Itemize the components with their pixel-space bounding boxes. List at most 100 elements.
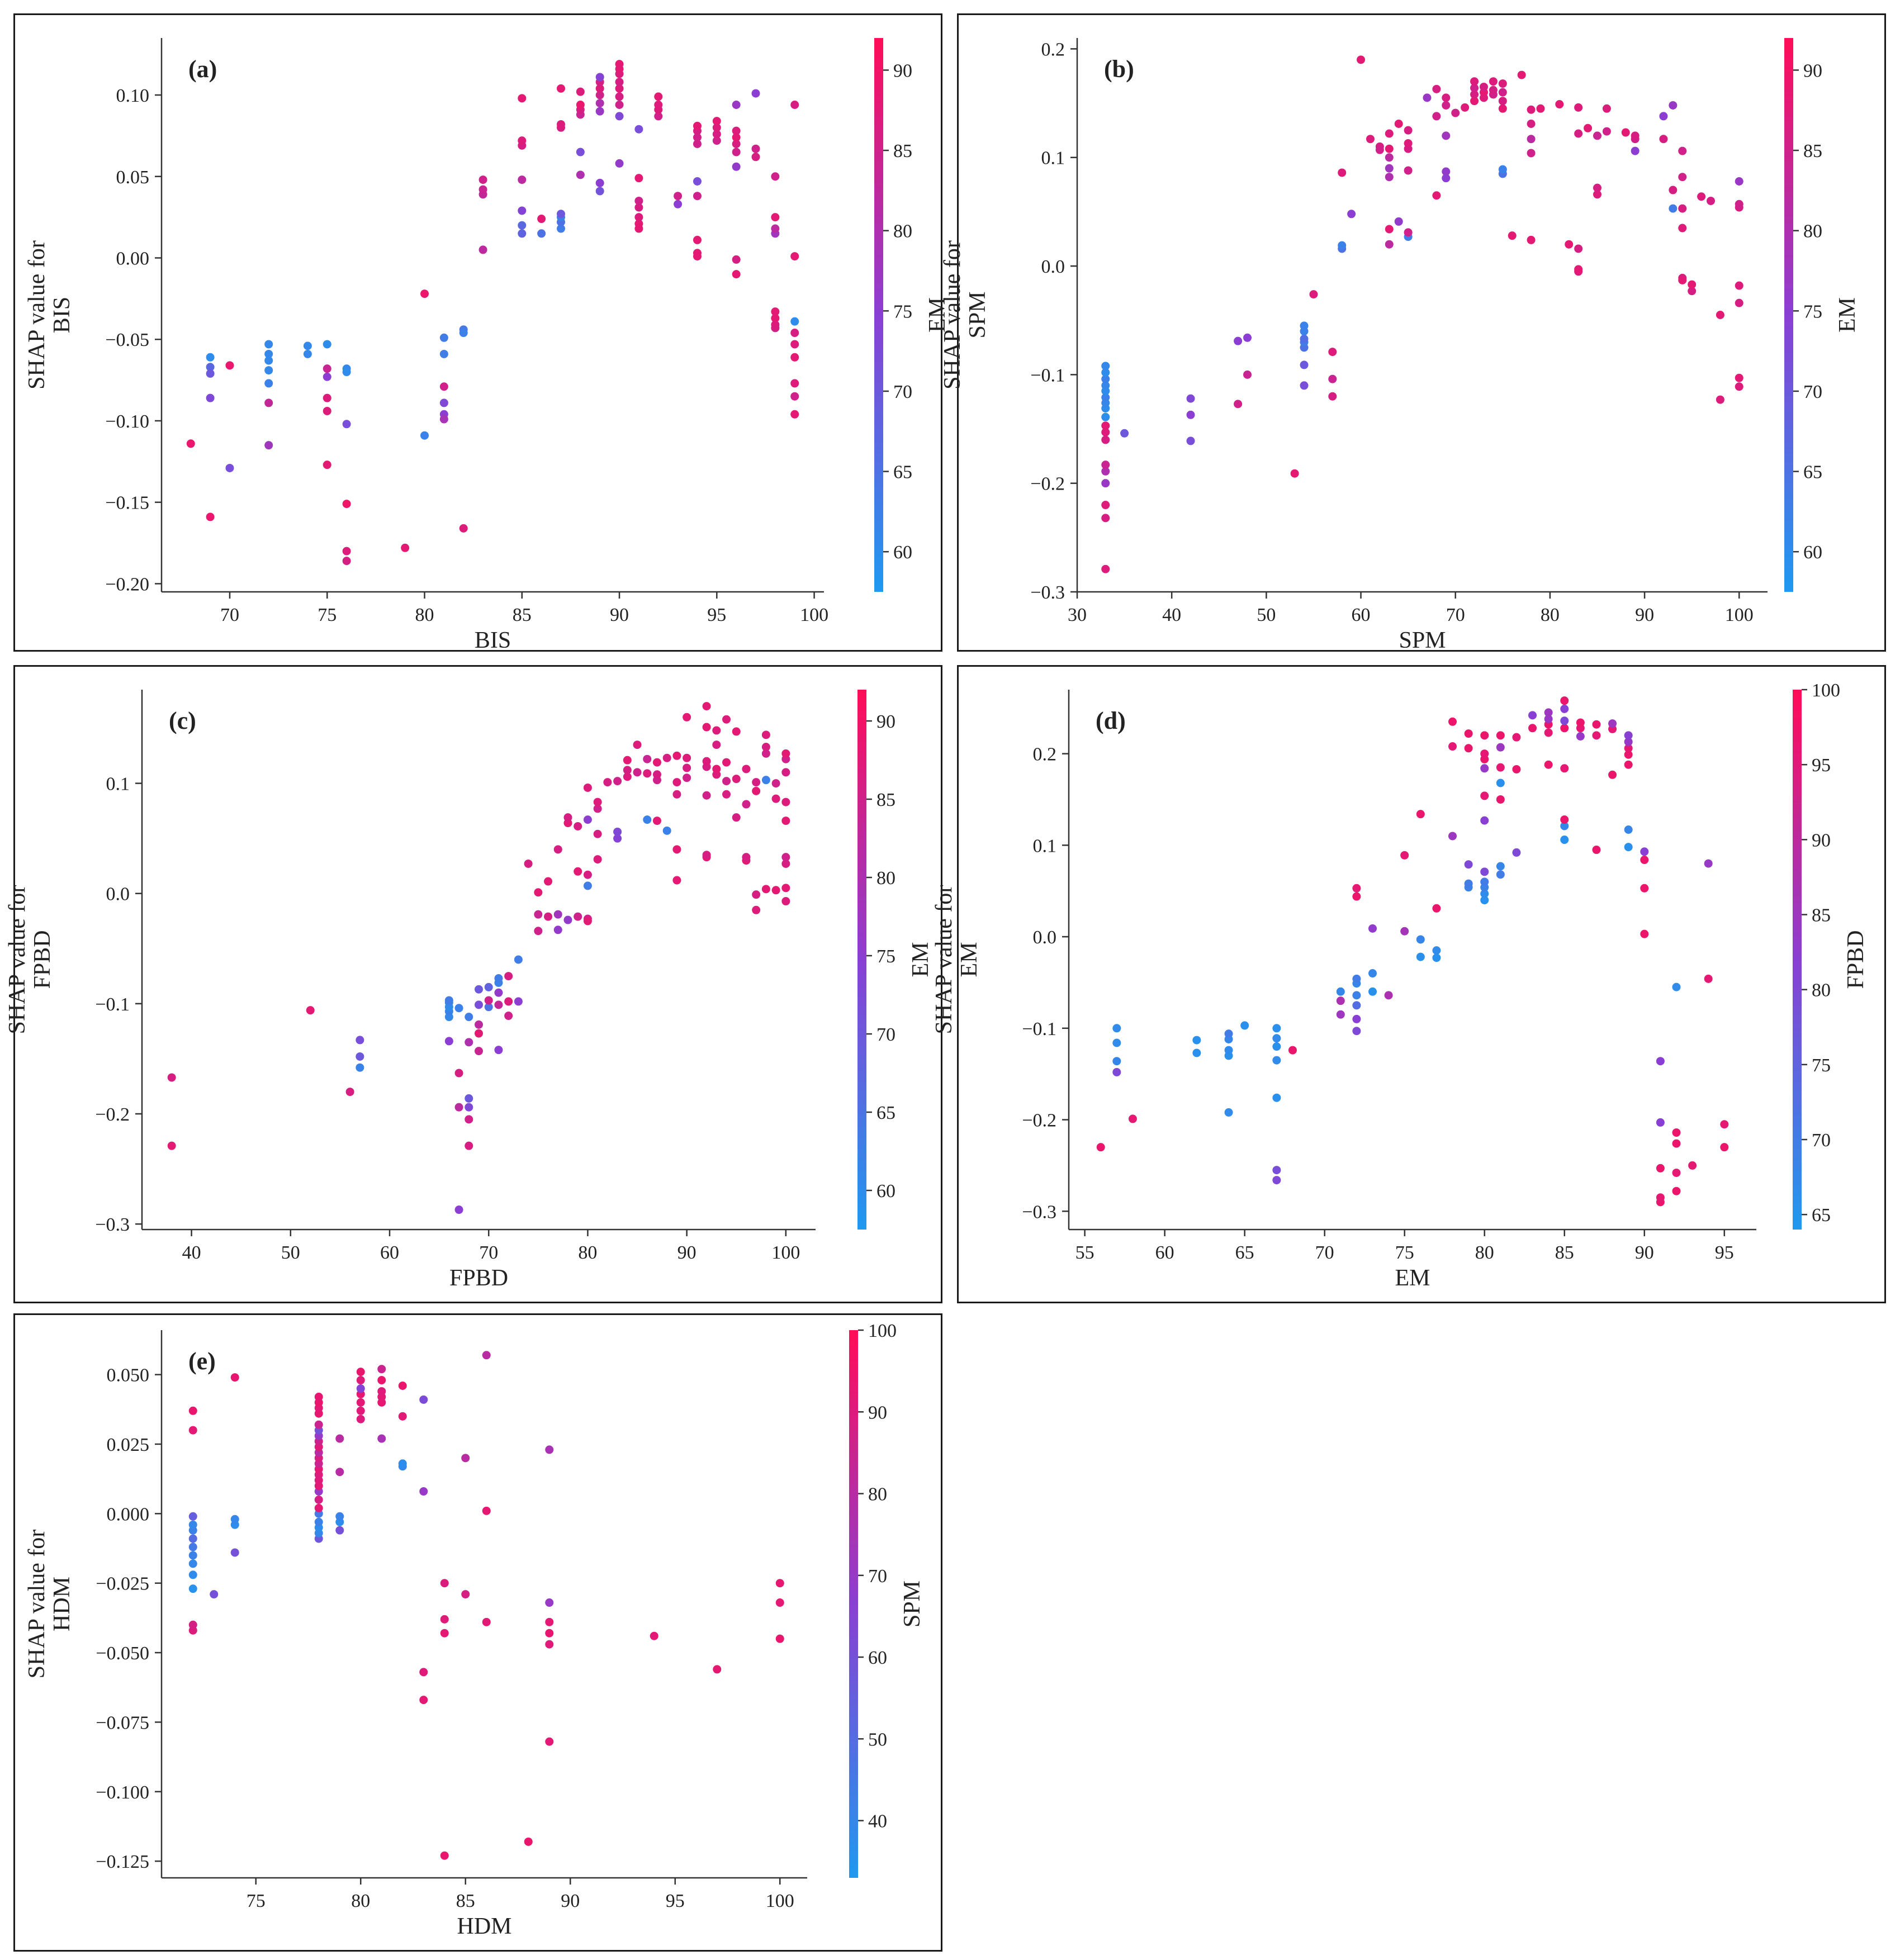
data-point — [615, 112, 624, 121]
data-point — [1560, 696, 1569, 705]
data-point — [188, 1406, 197, 1415]
data-point — [1735, 298, 1743, 307]
data-point — [615, 159, 624, 168]
data-point — [1404, 139, 1413, 148]
x-tick-label: 100 — [771, 1242, 800, 1263]
data-point — [314, 1517, 323, 1526]
data-point — [761, 730, 770, 739]
data-point — [1432, 946, 1441, 955]
data-point — [514, 997, 523, 1006]
data-point — [781, 798, 790, 806]
data-point — [1574, 129, 1583, 138]
data-point — [1470, 97, 1479, 106]
data-point — [494, 988, 503, 997]
data-point — [781, 768, 790, 777]
colorbar-tick-label: 90 — [876, 711, 895, 732]
data-point — [553, 845, 562, 854]
data-point — [702, 851, 711, 860]
y-tick-label: −0.05 — [105, 330, 149, 350]
x-tick-label: 60 — [380, 1242, 399, 1263]
x-tick-label: 95 — [1715, 1242, 1734, 1263]
x-tick-label: 85 — [456, 1891, 475, 1911]
data-point — [1288, 1046, 1297, 1055]
colorbar-tick-label: 75 — [893, 301, 912, 322]
data-point — [1464, 729, 1473, 738]
data-point — [1101, 479, 1110, 488]
data-point — [1448, 742, 1457, 751]
data-point — [1101, 393, 1110, 402]
x-tick-label: 70 — [1446, 605, 1465, 625]
data-point — [342, 420, 351, 429]
data-point — [1527, 149, 1536, 158]
data-point — [615, 101, 624, 110]
data-point — [1385, 225, 1394, 234]
data-point — [1498, 88, 1507, 97]
data-point — [702, 702, 711, 711]
data-point — [693, 192, 702, 201]
data-point — [264, 356, 273, 365]
x-axis-label: FPBD — [449, 1265, 508, 1291]
data-point — [712, 117, 721, 126]
data-point — [264, 340, 273, 349]
data-point — [771, 213, 780, 222]
y-tick-label: 0.050 — [107, 1365, 150, 1386]
data-point — [693, 139, 702, 148]
data-point — [1128, 1114, 1137, 1123]
data-point — [1224, 1046, 1233, 1055]
data-point — [1735, 281, 1743, 290]
data-point — [1656, 1164, 1665, 1173]
data-point — [595, 178, 604, 187]
data-point — [1101, 564, 1110, 573]
data-point — [672, 845, 681, 854]
data-point — [1338, 241, 1347, 250]
data-point — [459, 524, 468, 533]
data-point — [732, 775, 741, 784]
data-point — [545, 1640, 554, 1649]
data-point — [1624, 731, 1633, 740]
data-point — [790, 329, 799, 338]
data-point — [563, 813, 572, 822]
data-point — [623, 756, 632, 765]
data-point — [1272, 1176, 1281, 1185]
data-point — [790, 101, 799, 110]
x-tick-label: 70 — [220, 605, 239, 625]
data-point — [1432, 904, 1441, 913]
colorbar-tick-label: 75 — [1803, 301, 1822, 322]
x-tick-label: 80 — [578, 1242, 597, 1263]
data-point — [454, 1069, 463, 1078]
data-point — [595, 99, 604, 108]
data-point — [650, 1631, 658, 1640]
data-point — [761, 776, 770, 785]
data-point — [634, 219, 643, 228]
data-point — [264, 349, 273, 358]
data-point — [1560, 764, 1569, 773]
x-tick-label: 90 — [1635, 605, 1654, 625]
data-point — [712, 136, 721, 145]
data-point — [1720, 1120, 1729, 1129]
data-point — [1659, 112, 1668, 121]
data-point — [771, 224, 780, 233]
data-point — [494, 1046, 503, 1055]
data-point — [1224, 1029, 1233, 1038]
data-point — [1574, 265, 1583, 274]
data-point — [1480, 791, 1489, 800]
colorbar-tick-label: 85 — [893, 141, 912, 162]
data-point — [1101, 428, 1110, 436]
data-point — [1640, 929, 1649, 938]
data-point — [1464, 879, 1473, 888]
data-point — [1101, 368, 1110, 377]
data-point — [1300, 381, 1309, 390]
data-point — [593, 855, 602, 864]
y-tick-label: −0.2 — [1022, 1110, 1056, 1131]
y-tick-label: −0.2 — [95, 1104, 130, 1125]
data-point — [454, 1004, 463, 1013]
data-point — [1423, 93, 1432, 102]
data-point — [790, 353, 799, 362]
data-point — [595, 73, 604, 82]
data-point — [504, 972, 513, 981]
data-point — [1368, 969, 1377, 978]
data-point — [1517, 70, 1526, 79]
data-point — [524, 859, 533, 868]
panel-label: (d) — [1096, 707, 1126, 734]
x-tick-label: 30 — [1068, 605, 1087, 625]
